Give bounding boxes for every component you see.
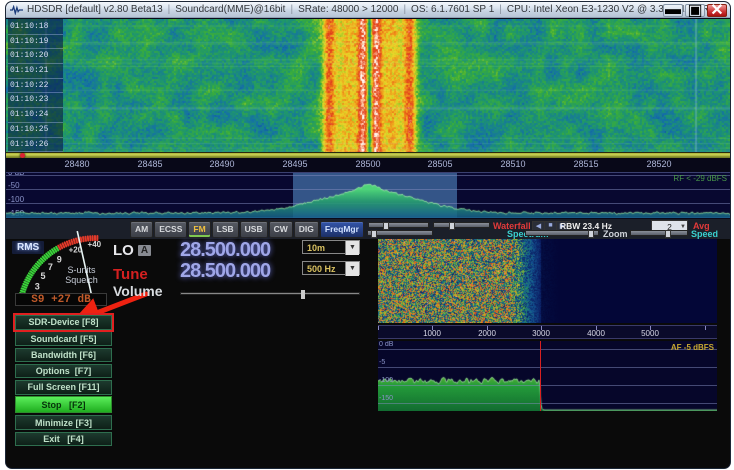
svg-text:3: 3 xyxy=(35,282,40,292)
svg-text:9: 9 xyxy=(57,255,62,265)
svg-text:7: 7 xyxy=(48,262,53,272)
svg-text:5: 5 xyxy=(41,271,46,281)
svg-text:+40: +40 xyxy=(88,240,102,249)
